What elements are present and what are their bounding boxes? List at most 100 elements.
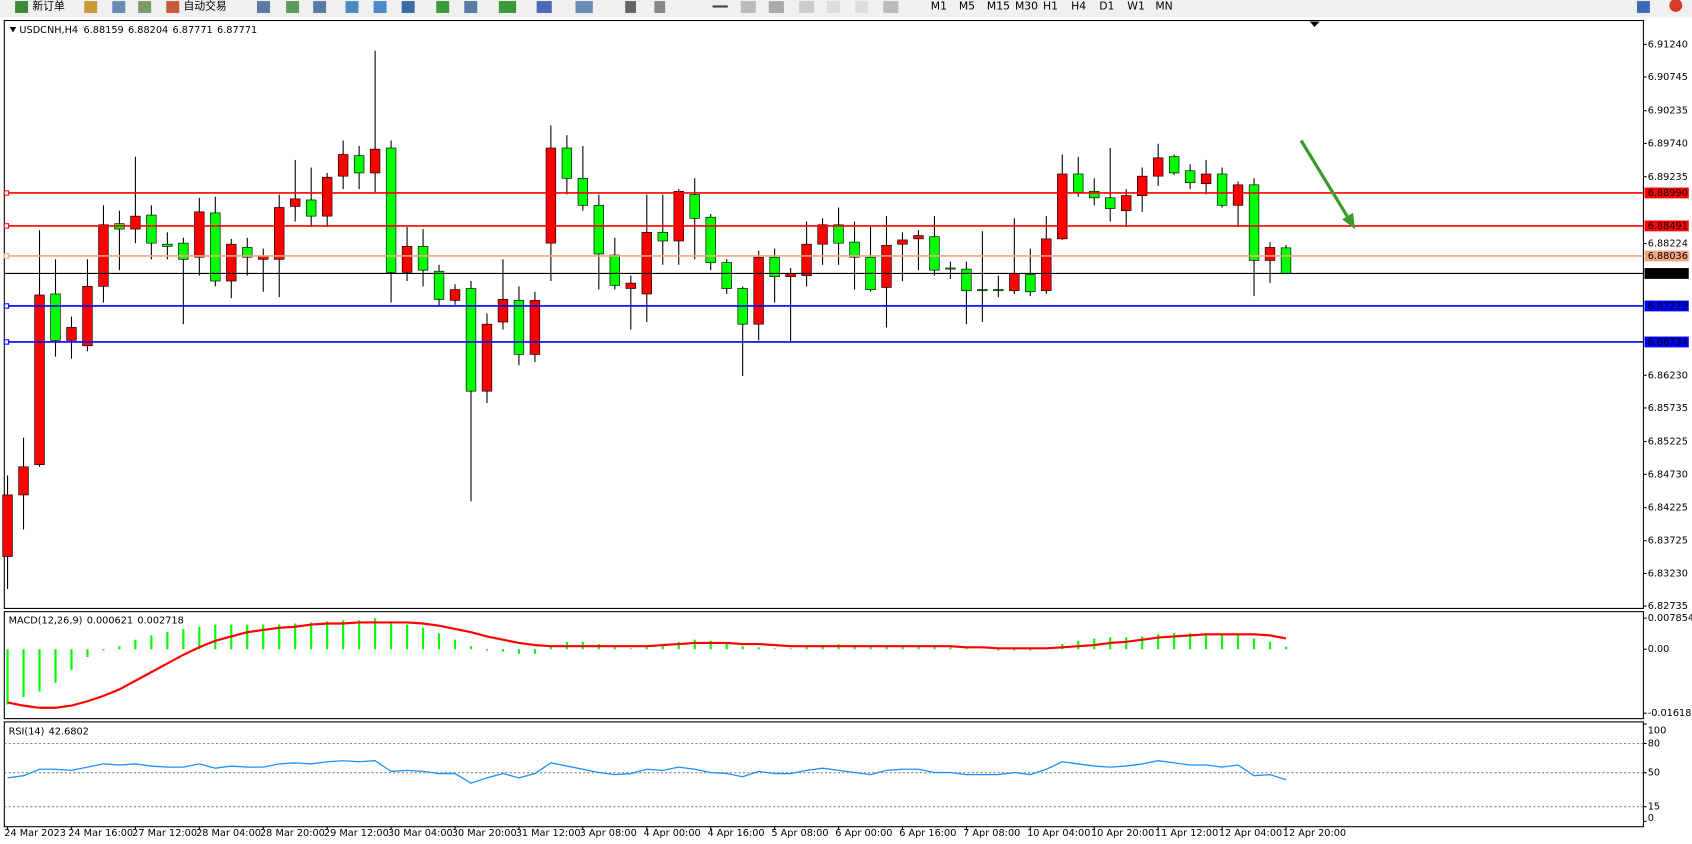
notifications[interactable] [1669, 0, 1683, 12]
x-tick-label: 7 Apr 08:00 [963, 828, 1020, 839]
toolbar-icon[interactable] [256, 1, 270, 13]
label-tool[interactable] [855, 1, 869, 13]
y-tick-label: 50 [1648, 768, 1660, 779]
x-tick-label: 4 Apr 16:00 [707, 828, 764, 839]
y-tick-label: 0 [1648, 813, 1654, 824]
candle-body [226, 243, 237, 282]
timeframe-button[interactable]: W1 [1127, 0, 1145, 12]
price-level-handle [3, 303, 10, 309]
candle-body [306, 199, 317, 217]
timeframe-button[interactable]: M30 [1015, 0, 1038, 12]
open-value: 6.88159 [84, 25, 124, 36]
hline-tool[interactable] [712, 5, 728, 8]
candle-body [1248, 184, 1260, 261]
rsi-pane [3, 721, 1644, 828]
candle-body [162, 243, 173, 247]
fibo-tool[interactable] [799, 1, 815, 13]
candle-body [929, 236, 940, 271]
candle-body [945, 267, 956, 270]
candle-body [210, 212, 221, 282]
timeframe-button[interactable]: D1 [1099, 0, 1114, 12]
candle-body [82, 286, 93, 347]
toolbar-icon[interactable] [84, 1, 98, 13]
symbol-marker [9, 27, 17, 33]
candle-body [769, 256, 780, 277]
candle-body [1025, 274, 1036, 293]
toolbar-icon[interactable] [436, 1, 450, 13]
main-chart: 6.91240 6.90745 6.90235 6.89740 6.89235 6.882… [2, 39, 1689, 612]
x-tick-label: 30 Mar 04:00 [388, 828, 453, 839]
search[interactable] [1636, 1, 1650, 13]
y-tick-label: 6.85225 [1648, 437, 1688, 448]
x-tick-label: 3 Apr 08:00 [580, 828, 637, 839]
trendline-tool[interactable] [740, 1, 756, 13]
candle-body [913, 235, 924, 240]
main-header: USDCNH,H4 6.88159 6.88204 6.87771 6.87771 [19, 25, 257, 36]
crosshair-tool[interactable] [654, 1, 666, 13]
high-value: 6.88204 [128, 25, 168, 36]
macd-value: 0.000621 [87, 615, 133, 626]
y-tick-label: 6.90235 [1648, 106, 1688, 117]
y-tick-label: 6.85735 [1648, 403, 1688, 414]
candle-body [449, 289, 461, 301]
low-value: 6.87771 [173, 25, 213, 36]
new-order-button[interactable]: 新订单 [32, 0, 65, 12]
y-tick-label: 100 [1648, 726, 1667, 737]
signal-line [7, 621, 1287, 709]
candle-body [1200, 173, 1212, 185]
rsi-line [7, 760, 1287, 784]
candle-body [753, 256, 764, 325]
price-level-tag [1644, 300, 1689, 312]
x-tick-label: 6 Apr 00:00 [835, 828, 892, 839]
arrows-tool[interactable] [883, 1, 899, 13]
toolbar-icon[interactable] [286, 1, 300, 13]
templates[interactable] [575, 1, 593, 13]
zoom-out[interactable] [373, 1, 387, 13]
price-level-label: 6.88990 [1648, 188, 1688, 199]
candle-body [561, 147, 573, 179]
price-level-tag [1644, 250, 1689, 262]
candle-body [1216, 173, 1228, 206]
timeframe-button[interactable]: M5 [959, 0, 975, 12]
candle-body [369, 148, 381, 174]
x-tick-label: 24 Mar 16:00 [68, 828, 133, 839]
toolbar-icon[interactable] [464, 1, 478, 13]
candle-body [673, 190, 684, 242]
cursor-tool[interactable] [625, 1, 636, 13]
x-tick-label: 11 Apr 12:00 [1155, 828, 1218, 839]
auto-trading-button[interactable]: 自动交易 [184, 0, 227, 12]
toolbar-icon[interactable] [112, 1, 126, 13]
toolbar-icon[interactable] [313, 1, 327, 13]
macd-title: MACD(12,26,9) [9, 615, 83, 626]
arrow-head [1342, 212, 1356, 230]
timeframe-button[interactable]: M1 [931, 0, 947, 12]
indicators[interactable] [498, 1, 517, 13]
y-tick-label: 80 [1648, 738, 1660, 749]
price-level-handle [3, 190, 10, 196]
current-price-tag [1644, 268, 1689, 279]
candle-body [1041, 238, 1052, 292]
new-order-icon[interactable] [15, 1, 29, 13]
macd-header: MACD(12,26,9) 0.000621 0.002718 [9, 615, 184, 626]
candle-body [1168, 156, 1180, 174]
channel-tool[interactable] [768, 1, 784, 13]
candle-body [481, 323, 493, 392]
x-axis: 24 Mar 2023 24 Mar 16:00 27 Mar 12:00 28 Ma… [4, 826, 1346, 839]
toolbar-icon[interactable] [138, 1, 152, 13]
timeframe-button[interactable]: H4 [1071, 0, 1086, 12]
price-level-label: 6.87279 [1648, 301, 1688, 312]
periods[interactable] [536, 1, 552, 13]
timeframe-button[interactable]: H1 [1043, 0, 1058, 12]
shift-marker [1309, 21, 1320, 28]
timeframe-button[interactable]: MN [1155, 0, 1172, 12]
text-tool[interactable] [827, 1, 841, 13]
candle-body [593, 204, 605, 255]
zoom-in[interactable] [345, 1, 359, 13]
timeframe-button[interactable]: M15 [987, 0, 1010, 12]
tile-windows[interactable] [401, 1, 415, 13]
signal-value: 0.002718 [137, 615, 183, 626]
candle-body [881, 245, 892, 288]
candle-body [34, 294, 45, 466]
auto-trading-icon[interactable] [166, 1, 180, 13]
